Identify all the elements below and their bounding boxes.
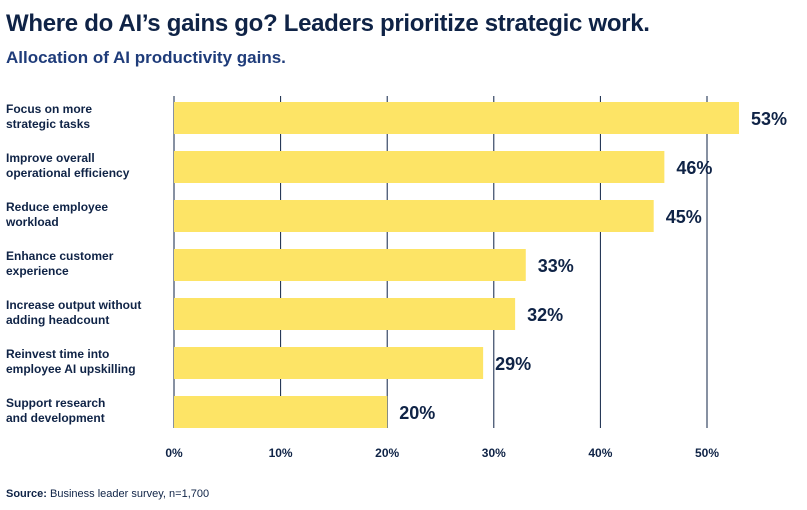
value-label-7: 20%	[399, 403, 435, 423]
bar-1	[174, 102, 739, 134]
x-tick-label-20: 20%	[375, 446, 399, 460]
bar-chart: Focus on more strategic tasks 53% Improve o…	[5, 96, 787, 460]
chart-title: Where do AI’s gains go? Leaders prioriti…	[6, 10, 650, 37]
value-label-1: 53%	[751, 109, 787, 129]
source-note: Source: Business leader survey, n=1,700	[6, 488, 209, 500]
chart-subtitle: Allocation of AI productivity gains.	[6, 48, 286, 67]
source-text: Business leader survey, n=1,700	[50, 488, 210, 500]
bar-7	[174, 396, 388, 428]
x-tick-label-50: 50%	[695, 446, 719, 460]
x-tick-label-40: 40%	[588, 446, 612, 460]
category-label-3: Reduce employee workload	[5, 200, 108, 229]
category-label-1: Focus on more strategic tasks	[6, 102, 92, 131]
x-tick-label-30: 30%	[482, 446, 506, 460]
bar-5	[174, 298, 516, 330]
bar-3	[174, 200, 654, 232]
x-tick-label-10: 10%	[269, 446, 293, 460]
value-label-5: 32%	[527, 305, 563, 325]
category-label-5: Increase output without adding headcount	[6, 298, 141, 327]
bar-6	[174, 347, 484, 379]
category-label-6: Reinvest time into employee AI upskilling	[6, 347, 136, 376]
bar-4	[174, 249, 526, 281]
value-label-4: 33%	[538, 256, 574, 276]
category-label-2: Improve overall operational efficiency	[6, 151, 130, 180]
category-label-7: Support research and development	[6, 396, 105, 425]
value-label-6: 29%	[495, 354, 531, 374]
value-label-2: 46%	[676, 158, 712, 178]
value-label-3: 45%	[666, 207, 702, 227]
bar-2	[174, 151, 665, 183]
x-tick-label-0: 0%	[165, 446, 183, 460]
category-label-4: Enhance customer experience	[6, 249, 114, 278]
source-label: Source:	[6, 488, 47, 500]
